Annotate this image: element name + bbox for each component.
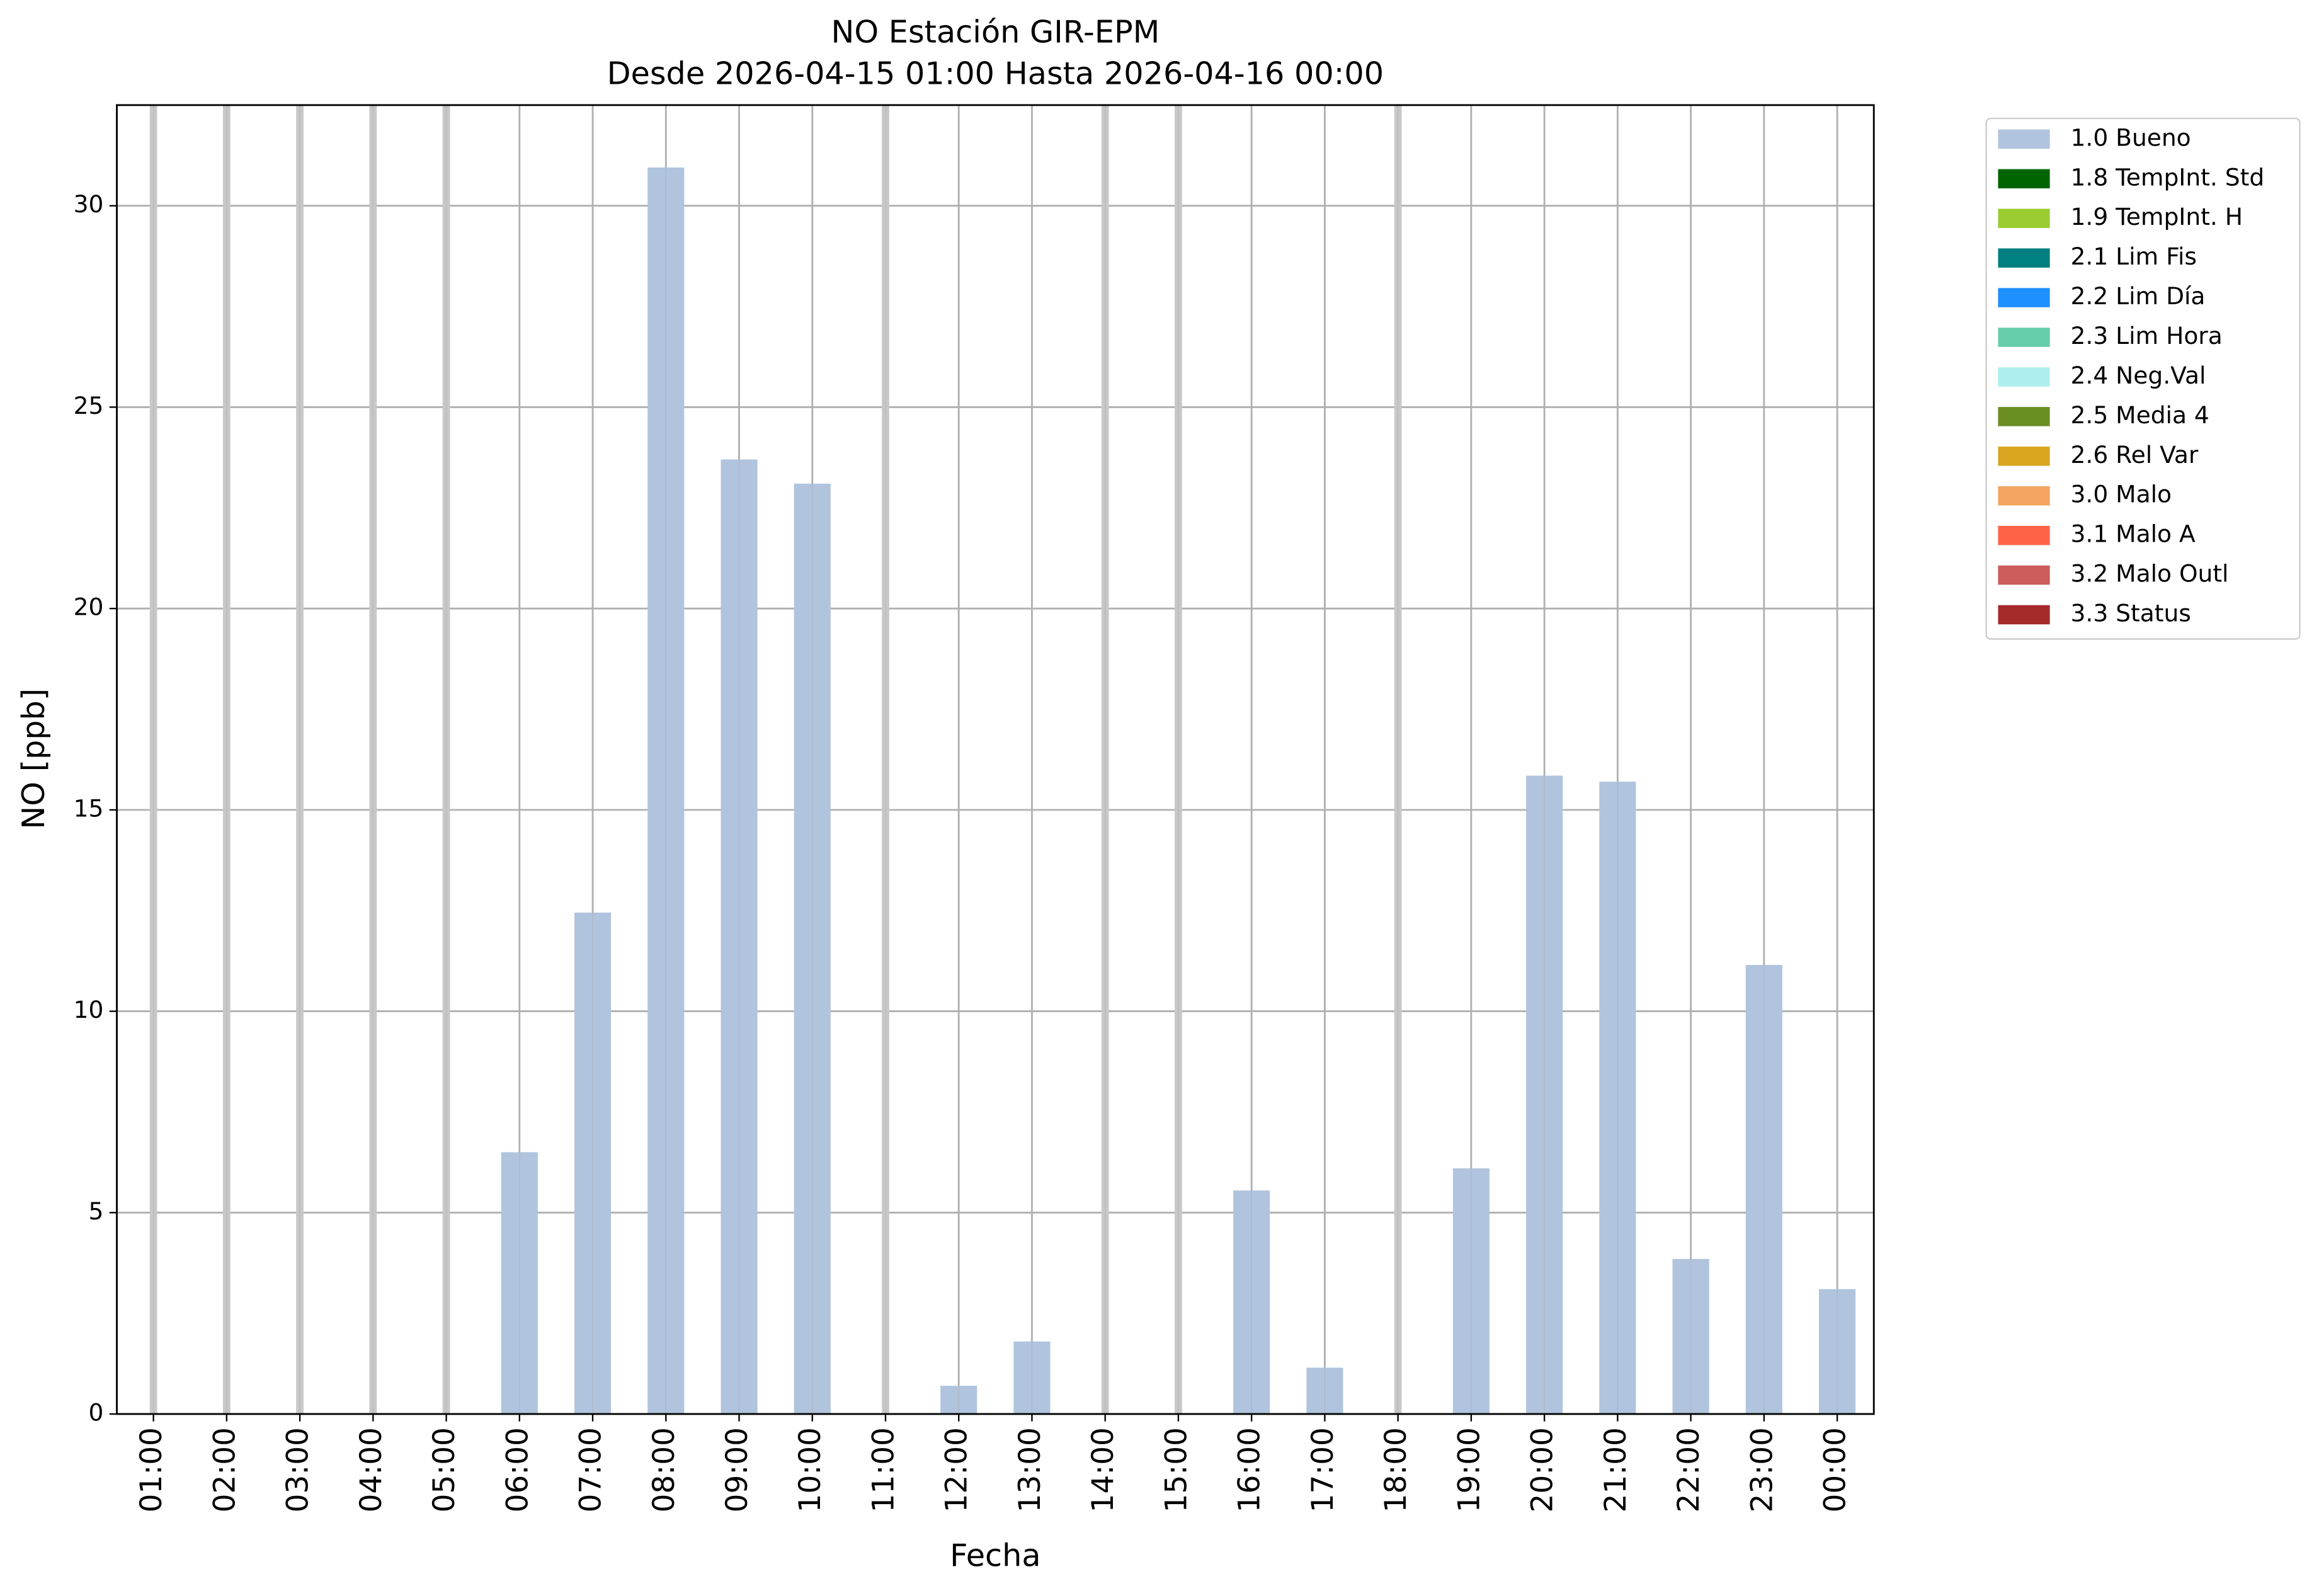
x-tick-label: 10:00 [793,1427,828,1512]
legend-swatch [1998,208,2050,228]
y-tick-label: 10 [74,996,104,1023]
x-tick-label: 21:00 [1598,1427,1633,1512]
y-tick-label: 20 [74,593,104,621]
x-tick-label: 16:00 [1233,1427,1267,1512]
legend-label: 3.0 Malo [2071,481,2172,508]
legend: 1.0 Bueno 1.8 TempInt. Std 1.9 TempInt. H 2… [1998,123,2264,627]
x-tick-label: 09:00 [720,1427,755,1512]
x-tick-label: 19:00 [1452,1427,1486,1512]
legend-swatch [1998,407,2050,426]
x-tick-label: 02:00 [207,1427,242,1512]
legend-label: 3.1 Malo A [2071,520,2196,548]
x-tick-label: 22:00 [1672,1427,1706,1512]
x-tick-label: 20:00 [1525,1427,1560,1512]
y-tick-label: 5 [88,1197,103,1225]
legend-swatch [1998,129,2050,149]
chart-subtitle: Desde 2026-04-15 01:00 Hasta 2026-04-16 … [607,55,1384,91]
legend-box [1985,117,2301,640]
legend-label: 2.2 Lim Día [2071,282,2206,310]
legend-label: 2.6 Rel Var [2071,441,2199,469]
legend-label: 2.3 Lim Hora [2071,322,2223,350]
legend-label: 3.3 Status [2071,600,2191,627]
x-tick-label: 08:00 [647,1427,681,1512]
x-tick-label: 14:00 [1086,1427,1120,1512]
x-axis-label: Fecha [950,1537,1041,1573]
plot-frame [116,104,1875,1415]
legend-label: 1.9 TempInt. H [2071,203,2243,231]
legend-swatch [1998,605,2050,625]
x-tick-label: 17:00 [1306,1427,1340,1512]
legend-label: 2.4 Neg.Val [2071,362,2206,389]
x-tick-label: 11:00 [866,1427,901,1512]
y-tick-label: 15 [74,794,104,822]
x-tick-label: 18:00 [1379,1427,1413,1512]
x-tick-label: 01:00 [134,1427,169,1512]
x-tick-label: 00:00 [1818,1427,1853,1512]
plot-area: 0 5 10 15 20 25 30 01:00 02:00 03:00 04:00 05:00 06:… [74,104,1875,1512]
y-axis-label: NO [ppb] [15,688,52,829]
y-tick-label: 0 [88,1399,103,1427]
legend-swatch [1998,486,2050,506]
x-tick-label: 05:00 [427,1427,462,1512]
y-tick-label: 30 [74,190,104,218]
legend-swatch [1998,565,2050,585]
x-tick-label: 13:00 [1013,1427,1047,1512]
legend-label: 2.1 Lim Fis [2071,242,2197,270]
legend-label: 1.0 Bueno [2071,123,2191,151]
legend-swatch [1998,248,2050,268]
legend-swatch [1998,447,2050,466]
legend-label: 1.8 TempInt. Std [2071,163,2265,191]
x-tick-label: 07:00 [574,1427,608,1512]
legend-swatch [1998,169,2050,189]
legend-label: 3.2 Malo Outl [2071,560,2229,588]
legend-swatch [1998,288,2050,307]
legend-swatch [1998,328,2050,347]
chart-title: NO Estación GIR-EPM [831,14,1160,50]
x-tick-label: 04:00 [354,1427,389,1512]
y-tick-label: 25 [74,392,104,419]
legend-swatch [1998,525,2050,545]
x-tick-label: 23:00 [1745,1427,1779,1512]
x-tick-label: 12:00 [940,1427,974,1512]
legend-label: 2.5 Media 4 [2071,401,2209,429]
x-tick-label: 15:00 [1159,1427,1194,1512]
legend-swatch [1998,367,2050,387]
x-tick-label: 03:00 [281,1427,316,1512]
x-tick-label: 06:00 [500,1427,535,1512]
